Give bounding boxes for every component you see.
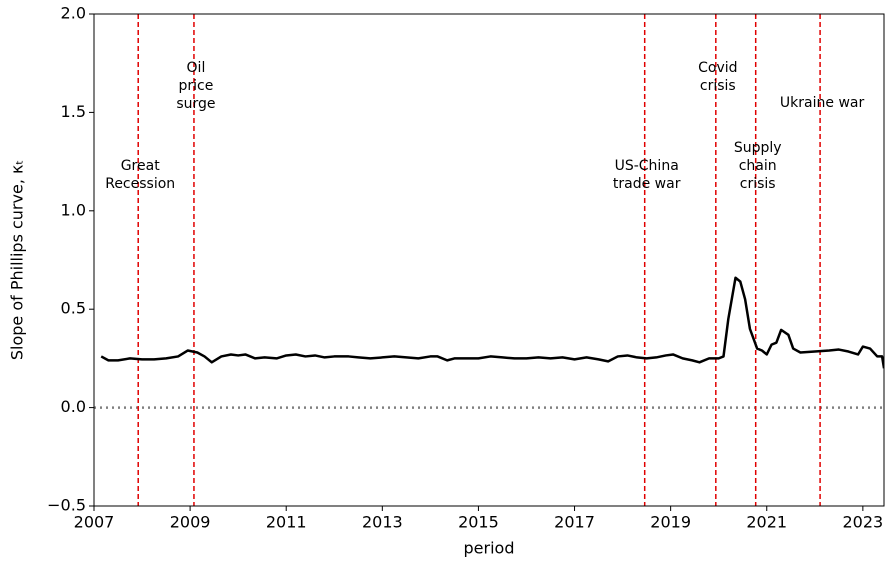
annotation: crisis xyxy=(740,176,776,192)
annotation: Great xyxy=(121,158,160,174)
x-tick-label: 2009 xyxy=(170,513,211,532)
x-tick-label: 2011 xyxy=(266,513,307,532)
x-tick-label: 2015 xyxy=(458,513,499,532)
annotation: trade war xyxy=(613,176,681,192)
annotation: surge xyxy=(176,96,215,112)
x-tick-label: 2021 xyxy=(746,513,787,532)
series-line xyxy=(100,276,884,369)
x-tick-label: 2007 xyxy=(74,513,115,532)
y-tick-label: 0.5 xyxy=(61,299,86,318)
x-tick-label: 2017 xyxy=(554,513,595,532)
plot-frame xyxy=(93,13,885,507)
y-tick-label: 1.0 xyxy=(61,200,86,219)
annotation: Supply xyxy=(734,140,782,156)
annotation: Covid xyxy=(698,60,737,76)
y-tick-label: 1.5 xyxy=(61,102,86,121)
x-tick-label: 2019 xyxy=(650,513,691,532)
x-axis-label: period xyxy=(464,539,515,558)
annotation: crisis xyxy=(700,78,736,94)
x-tick-label: 2013 xyxy=(362,513,403,532)
y-tick-label: −0.5 xyxy=(47,496,86,515)
y-axis-label: Slope of Phillips curve, κₜ xyxy=(8,160,27,360)
annotation: Oil xyxy=(187,60,206,76)
annotation: chain xyxy=(739,158,777,174)
y-tick-label: 0.0 xyxy=(61,397,86,416)
x-tick-label: 2023 xyxy=(842,513,883,532)
y-tick-label: 2.0 xyxy=(61,4,86,23)
annotation: price xyxy=(179,78,214,94)
annotation: Ukraine war xyxy=(780,95,865,111)
annotation: Recession xyxy=(105,176,175,192)
annotation: US-China xyxy=(615,158,679,174)
